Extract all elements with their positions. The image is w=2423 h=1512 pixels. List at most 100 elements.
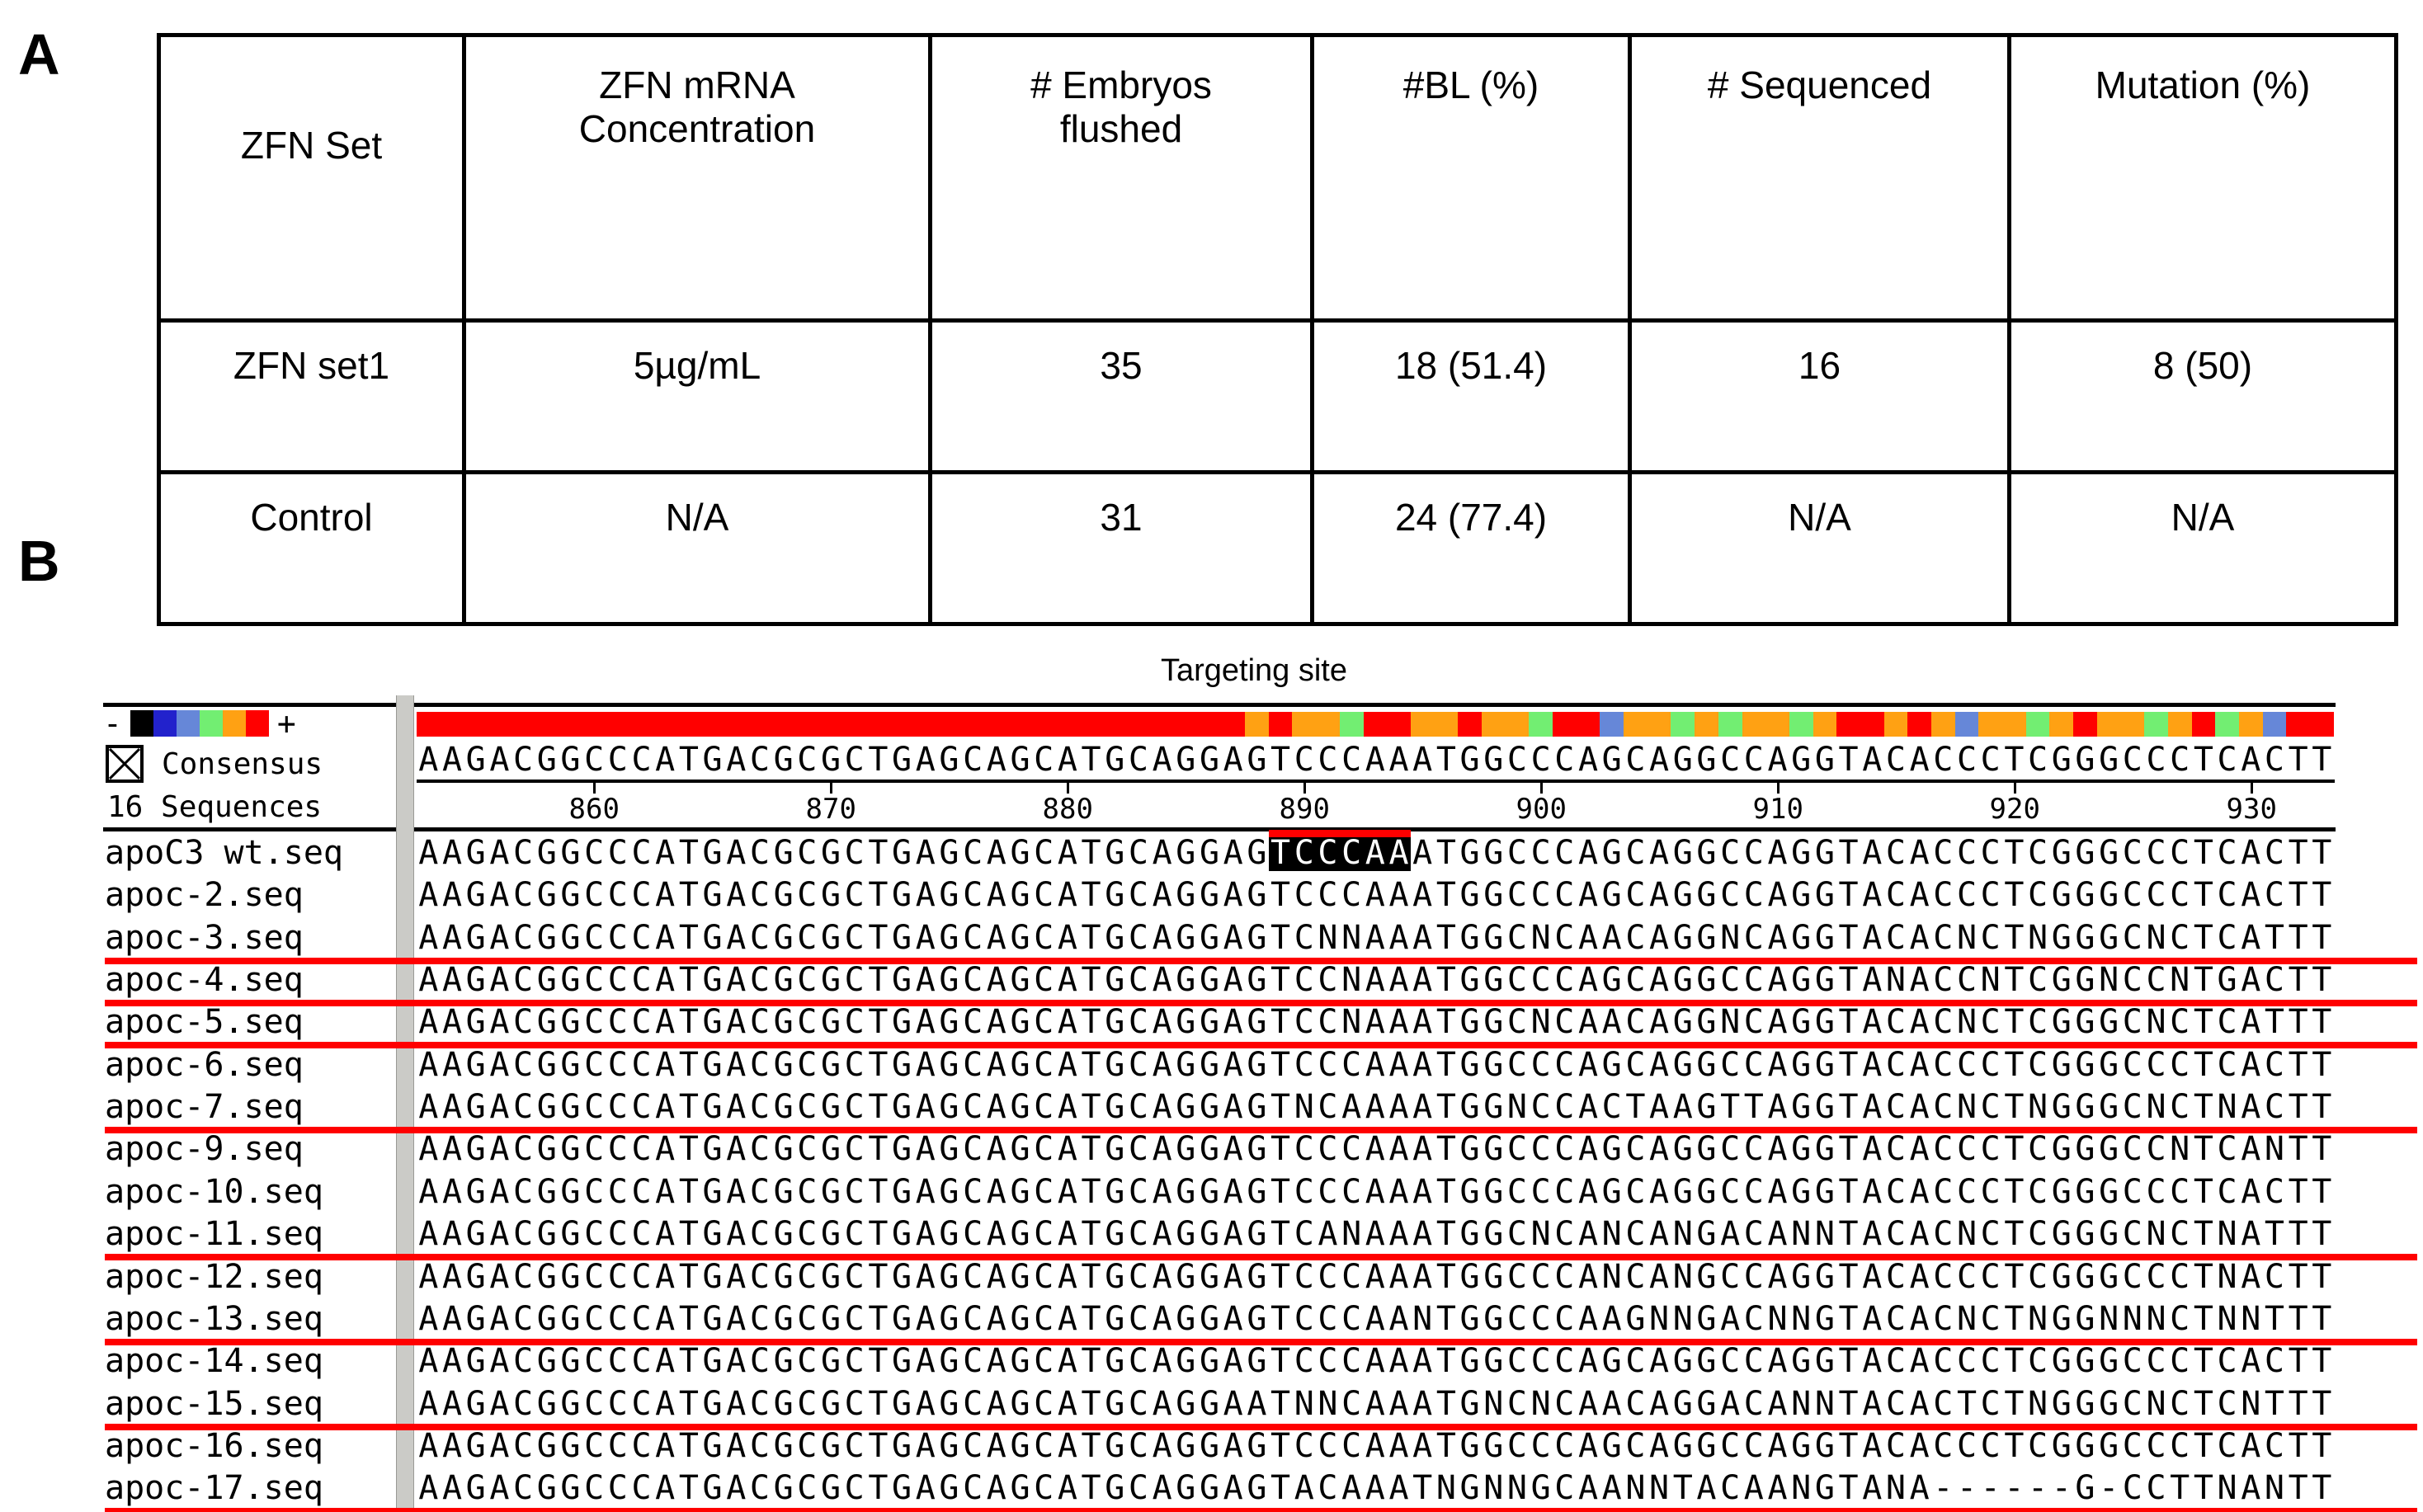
target-site-marker	[1269, 830, 1412, 837]
sequence-name: apoc-5.seq	[105, 1003, 304, 1041]
table-header-cell: # Sequenced	[1628, 33, 2011, 323]
conservation-cell	[1363, 712, 1388, 737]
conservation-cell	[1481, 712, 1506, 737]
mutation-underline	[105, 958, 2417, 964]
sequence-name: apoc-3.seq	[105, 919, 304, 957]
ruler-tick	[1776, 783, 1780, 794]
conservation-cell	[1174, 712, 1198, 737]
conservation-cell	[866, 712, 890, 737]
conservation-cell	[1553, 712, 1577, 737]
conservation-cell	[1102, 712, 1127, 737]
conservation-cell	[488, 712, 511, 737]
table-cell: 18 (51.4)	[1310, 318, 1632, 474]
ruler-tick	[2013, 783, 2016, 794]
conservation-cell	[2215, 712, 2239, 737]
ruler-tick	[592, 783, 596, 794]
conservation-cell	[937, 712, 961, 737]
conservation-cell	[2025, 712, 2050, 737]
conservation-cell	[1529, 712, 1553, 737]
conservation-bar	[417, 712, 2335, 737]
conservation-cell	[1292, 712, 1317, 737]
conservation-cell	[960, 712, 985, 737]
scale-color-swatch	[176, 710, 200, 737]
conservation-cell	[889, 712, 914, 737]
conservation-cell	[1718, 712, 1742, 737]
conservation-cell	[1907, 712, 1931, 737]
table-header-cell: ZFN mRNA Concentration	[462, 33, 932, 323]
conservation-cell	[676, 712, 701, 737]
conservation-cell	[1434, 712, 1459, 737]
table-cell: 24 (77.4)	[1310, 470, 1632, 626]
conservation-cell	[464, 712, 488, 737]
conservation-cell	[1931, 712, 1955, 737]
table-cell: N/A	[462, 470, 932, 626]
sequence-name: apoc-16.seq	[105, 1427, 323, 1465]
table-cell: 35	[928, 318, 1314, 474]
conservation-cell	[2096, 712, 2121, 737]
panel-b-label: B	[18, 529, 60, 593]
conservation-cell	[1221, 712, 1246, 737]
conservation-scale-legend: - +	[103, 708, 296, 739]
conservation-cell	[984, 712, 1009, 737]
mutation-underline	[105, 1254, 2417, 1260]
conservation-cell	[559, 712, 582, 737]
conservation-cell	[2002, 712, 2026, 737]
sequence-name: apoc-6.seq	[105, 1046, 304, 1084]
sequence-name: apoc-7.seq	[105, 1088, 304, 1126]
ruler-tick	[829, 783, 832, 794]
conservation-cell	[1505, 712, 1530, 737]
conservation-cell	[535, 712, 559, 737]
conservation-cell	[1268, 712, 1293, 737]
conservation-cell	[511, 712, 535, 737]
ruler-tick	[1303, 783, 1306, 794]
mutation-underline	[105, 1424, 2417, 1430]
conservation-cell	[606, 712, 630, 737]
conservation-cell	[629, 712, 653, 737]
consensus-checkbox[interactable]	[106, 745, 144, 783]
conservation-cell	[1624, 712, 1648, 737]
conservation-cell	[1860, 712, 1884, 737]
conservation-cell	[2286, 712, 2310, 737]
conservation-cell	[1765, 712, 1789, 737]
conservation-scale-swatches	[130, 710, 269, 737]
conservation-cell	[795, 712, 819, 737]
ruler-label: 870	[805, 793, 856, 826]
conservation-cell	[2049, 712, 2074, 737]
table-header-cell: #BL (%)	[1310, 33, 1632, 323]
conservation-cell	[842, 712, 867, 737]
sequence-name: apoc-10.seq	[105, 1173, 323, 1211]
table-cell: ZFN set1	[157, 318, 466, 474]
conservation-cell	[1410, 712, 1435, 737]
mutation-underline	[105, 1508, 2417, 1512]
sequence-name: apoc-15.seq	[105, 1385, 323, 1423]
conservation-cell	[1695, 712, 1718, 737]
conservation-cell	[700, 712, 724, 737]
table-row: Control N/A 31 24 (77.4) N/A N/A	[157, 470, 2398, 626]
sequence-name: apoc-11.seq	[105, 1215, 323, 1253]
ruler-label: 900	[1516, 793, 1567, 826]
conservation-cell	[2144, 712, 2168, 737]
conservation-cell	[653, 712, 677, 737]
ruler-label: 890	[1279, 793, 1330, 826]
conservation-cell	[2073, 712, 2097, 737]
table-cell: 16	[1628, 318, 2011, 474]
conservation-cell	[1316, 712, 1340, 737]
conservation-cell	[1742, 712, 1766, 737]
panel-splitter[interactable]	[396, 695, 414, 1512]
conservation-cell	[1031, 712, 1056, 737]
conservation-cell	[818, 712, 843, 737]
conservation-cell	[1387, 712, 1411, 737]
table-header-cell: Mutation (%)	[2007, 33, 2398, 323]
conservation-cell	[913, 712, 938, 737]
